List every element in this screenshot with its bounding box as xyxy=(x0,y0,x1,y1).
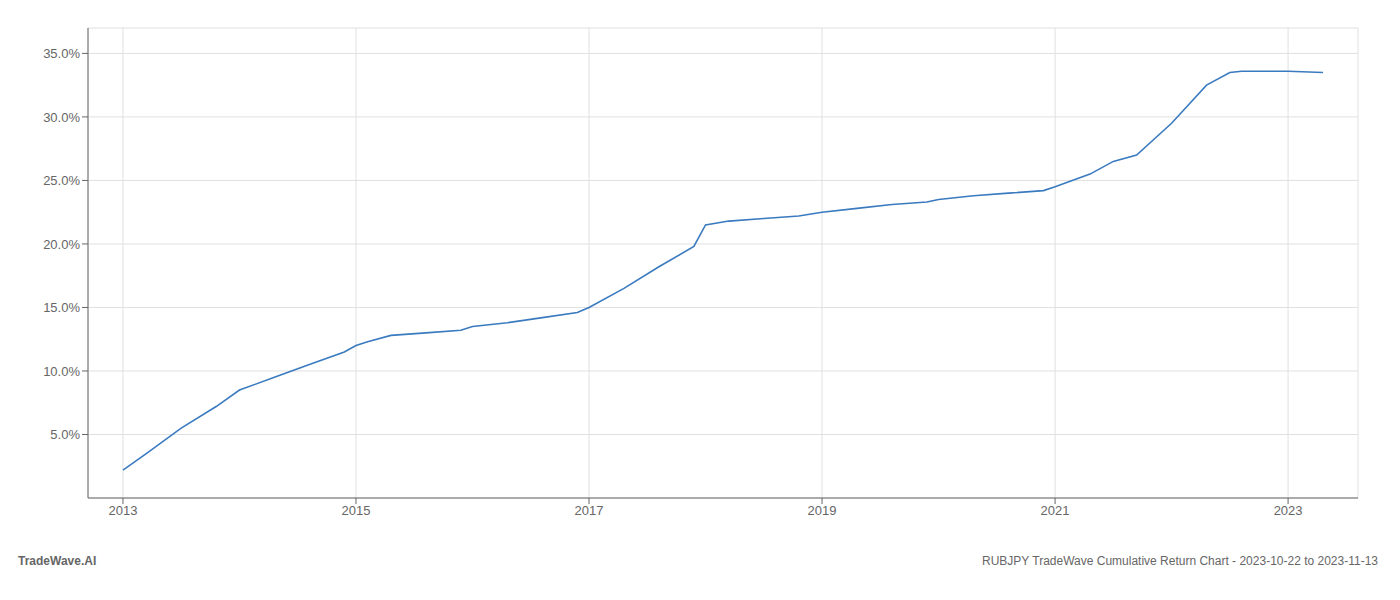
html-text:TradeWave.AI: TradeWave.AI xyxy=(18,554,97,568)
html-text:RUBJPY TradeWave Cumulative Re: RUBJPY TradeWave Cumulative Return Chart… xyxy=(982,554,1378,568)
svg-text:2015: 2015 xyxy=(342,503,371,518)
svg-text:2017: 2017 xyxy=(575,503,604,518)
svg-text:10.0%: 10.0% xyxy=(43,364,80,379)
svg-text:2013: 2013 xyxy=(108,503,137,518)
svg-text:2021: 2021 xyxy=(1041,503,1070,518)
svg-text:15.0%: 15.0% xyxy=(43,300,80,315)
svg-text:5.0%: 5.0% xyxy=(50,427,80,442)
svg-text:20.0%: 20.0% xyxy=(43,237,80,252)
svg-text:30.0%: 30.0% xyxy=(43,110,80,125)
svg-text:2019: 2019 xyxy=(808,503,837,518)
svg-text:35.0%: 35.0% xyxy=(43,46,80,61)
svg-text:2023: 2023 xyxy=(1274,503,1303,518)
svg-text:25.0%: 25.0% xyxy=(43,173,80,188)
